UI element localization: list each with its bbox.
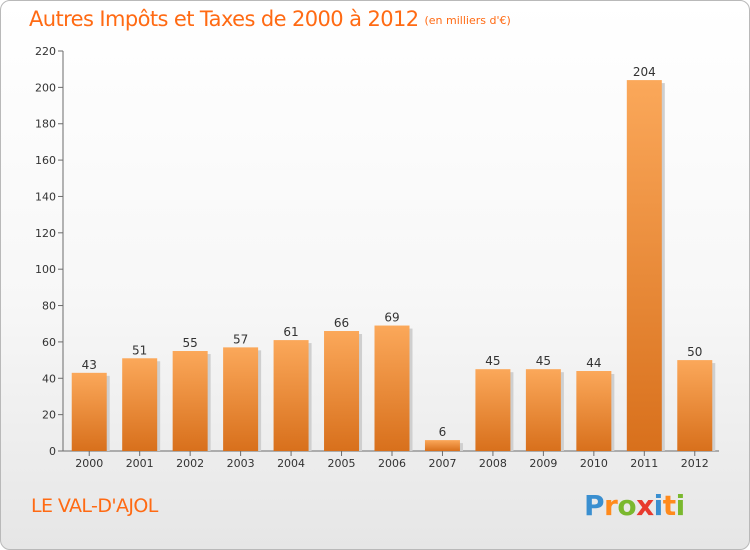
data-label-2008: 45 [485,354,500,368]
x-tick-label-2003: 2003 [227,457,255,470]
logo-letter: i [653,489,664,522]
x-tick-label-2005: 2005 [328,457,356,470]
data-label-2009: 45 [536,354,551,368]
x-tick-label-2000: 2000 [75,457,103,470]
logo-letter: r [604,489,618,522]
data-label-2002: 55 [183,336,198,350]
x-tick-label-2007: 2007 [428,457,456,470]
bar-2005 [324,331,360,451]
y-tick-label: 160 [35,154,56,167]
x-tick-label-2012: 2012 [681,457,709,470]
x-tick-label-2006: 2006 [378,457,406,470]
x-tick-label-2011: 2011 [630,457,658,470]
y-tick-label: 200 [35,81,56,94]
data-label-2001: 51 [132,343,147,357]
bar-2004 [273,340,309,451]
data-label-2000: 43 [82,358,97,372]
chart-title: Autres Impôts et Taxes de 2000 à 2012 (en… [29,7,511,31]
x-tick-label-2004: 2004 [277,457,305,470]
bar-2009 [525,369,561,451]
logo-letter: P [584,489,605,522]
logo-letter: o [617,489,637,522]
bar-2006 [374,325,410,451]
bar-2010 [576,371,612,451]
x-tick-label-2002: 2002 [176,457,204,470]
y-tick-label: 80 [42,300,56,313]
y-tick-label: 100 [35,263,56,276]
bar-2012 [677,360,713,451]
bar-2011 [626,80,662,451]
x-tick-label-2010: 2010 [580,457,608,470]
data-label-2004: 61 [283,325,298,339]
data-label-2006: 69 [384,311,399,325]
x-tick-label-2009: 2009 [529,457,557,470]
logo-letter: x [636,489,654,522]
title-text: Autres Impôts et Taxes de 2000 à 2012 [29,7,419,31]
y-tick-label: 220 [35,45,56,58]
logo-letter: i [675,489,686,522]
bar-2000 [71,372,107,451]
data-label-2007: 6 [439,425,447,439]
y-tick-label: 40 [42,372,56,385]
data-label-2011: 204 [633,65,656,79]
data-label-2005: 66 [334,316,349,330]
proxiti-logo: Proxiti [584,489,685,522]
y-tick-label: 180 [35,118,56,131]
bar-2001 [122,358,158,451]
chart-bars: 43 51 55 57 61 66 69 6 45 45 44 204 50 [71,65,716,451]
bar-2008 [475,369,511,451]
commune-name: LE VAL-D'AJOL [31,495,158,517]
y-tick-label: 0 [49,445,56,458]
data-label-2012: 50 [687,345,702,359]
data-label-2003: 57 [233,332,248,346]
y-tick-label: 140 [35,190,56,203]
bar-2007 [424,440,460,451]
title-unit: (en milliers d'€) [424,14,511,27]
bar-2002 [172,351,208,451]
chart-axes: 0 20 40 60 80 100 120 140 160 180 200 220 2000 2001 20… [35,45,719,470]
y-tick-label: 120 [35,227,56,240]
x-tick-label-2001: 2001 [126,457,154,470]
bar-2003 [223,347,259,451]
y-tick-label: 20 [42,409,56,422]
y-tick-label: 60 [42,336,56,349]
logo-letter: t [662,489,676,522]
data-label-2010: 44 [586,356,601,370]
x-tick-label-2008: 2008 [479,457,507,470]
